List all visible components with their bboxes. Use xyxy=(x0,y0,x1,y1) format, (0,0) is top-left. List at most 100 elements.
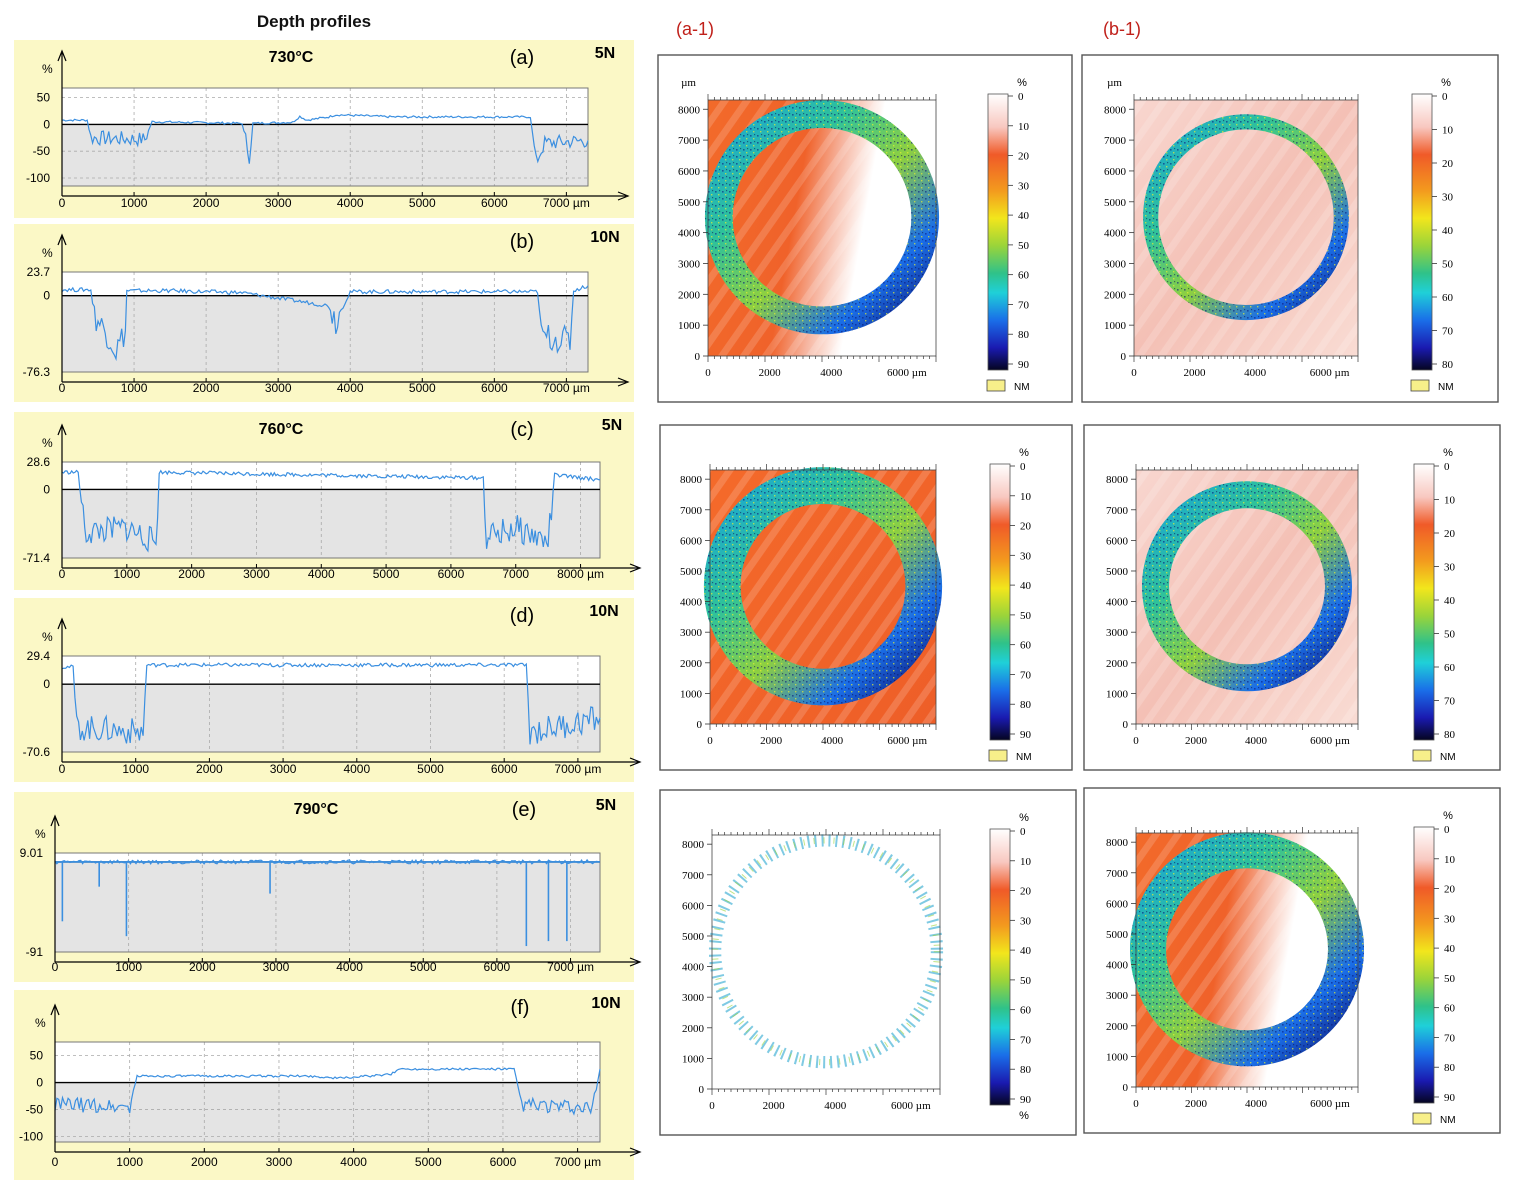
panel-label: (d) xyxy=(510,605,534,627)
map-y-tick-label: 0 xyxy=(1123,1082,1129,1094)
load-label: 10N xyxy=(590,229,619,246)
color-scale-label: 80 xyxy=(1442,359,1454,371)
color-scale-label: 70 xyxy=(1020,1034,1032,1046)
map-x-tick-label: 0 xyxy=(707,735,713,747)
x-tick-label: 0 xyxy=(59,381,66,395)
x-tick-label: 3000 xyxy=(270,762,297,776)
color-scale-label: 10 xyxy=(1020,491,1032,503)
y-axis-arrow xyxy=(50,814,60,827)
color-scale-label: 0 xyxy=(1444,824,1450,836)
map-y-tick-label: 2000 xyxy=(682,1023,705,1035)
color-scale-label: 70 xyxy=(1442,326,1454,338)
material-area xyxy=(55,1082,600,1142)
map-x-tick-label: 0 xyxy=(1131,367,1137,379)
color-scale-label: 40 xyxy=(1444,943,1456,955)
x-tick-label: 6000 xyxy=(484,960,511,974)
color-scale-label: 90 xyxy=(1444,1092,1456,1104)
y-tick-label: -91 xyxy=(26,945,44,959)
x-tick-label: 0 xyxy=(59,762,66,776)
color-scale-label: 50 xyxy=(1020,975,1032,987)
load-label: 5N xyxy=(596,797,616,814)
x-tick-label: 2000 xyxy=(191,1155,218,1169)
color-scale-label: 20 xyxy=(1442,158,1454,170)
map-y-tick-label: 6000 xyxy=(1106,898,1129,910)
not-measured-swatch xyxy=(1412,749,1432,762)
y-tick-label: 0 xyxy=(43,677,50,691)
x-tick-label: 4000 xyxy=(308,567,335,581)
not-measured-swatch xyxy=(986,379,1006,392)
map-y-tick-label: 4000 xyxy=(1104,228,1127,240)
color-scale-label: 40 xyxy=(1020,945,1032,957)
y-tick-label: 0 xyxy=(43,482,50,496)
color-scale-bar xyxy=(987,93,1009,371)
wear-track-ring-speckle xyxy=(711,837,940,1066)
color-scale-label: 0 xyxy=(1020,461,1026,473)
x-tick-label: 5000 xyxy=(417,762,444,776)
material-area xyxy=(62,295,588,372)
color-scale-label: 10 xyxy=(1442,125,1454,137)
x-tick-label: 6000 xyxy=(438,567,465,581)
color-scale-label: 60 xyxy=(1444,1003,1456,1015)
map-y-tick-label: 6000 xyxy=(1104,166,1127,178)
color-scale-label: 30 xyxy=(1444,913,1456,925)
y-unit-label: % xyxy=(35,827,46,841)
map-y-tick-label: 4000 xyxy=(1106,960,1129,972)
y-tick-label: 50 xyxy=(37,91,51,105)
not-measured-label: NM xyxy=(1014,382,1030,393)
map-y-tick-label: 3000 xyxy=(682,992,705,1004)
wear-track-ring-speckle xyxy=(1130,832,1364,1067)
x-tick-label: 3000 xyxy=(263,960,290,974)
temperature-label: 730°C xyxy=(269,49,314,66)
color-scale-label: 70 xyxy=(1020,669,1032,681)
x-tick-label: 7000 µm xyxy=(547,960,594,974)
map-y-tick-label: 7000 xyxy=(1104,135,1127,147)
y-axis-arrow xyxy=(57,617,67,630)
color-scale-label: 10 xyxy=(1444,495,1456,507)
color-scale-label: 20 xyxy=(1020,521,1032,533)
load-label: 5N xyxy=(595,45,615,62)
y-tick-label: -50 xyxy=(33,144,51,158)
color-scale-label: 0 xyxy=(1018,91,1024,103)
color-scale-bar xyxy=(1411,93,1433,371)
x-tick-label: 2000 xyxy=(193,381,220,395)
map-x-tick-label: 6000 µm xyxy=(887,367,927,379)
x-tick-label: 0 xyxy=(59,196,66,210)
map-y-tick-label: 7000 xyxy=(1106,505,1129,517)
color-scale-label: 60 xyxy=(1444,662,1456,674)
color-scale-label: 10 xyxy=(1020,856,1032,868)
depth-profile-line xyxy=(61,662,601,745)
map-x-tick-label: 2000 xyxy=(1185,735,1208,747)
map-y-tick-label: 7000 xyxy=(680,505,703,517)
color-scale-label: 70 xyxy=(1018,299,1030,311)
y-unit-label: % xyxy=(35,1016,46,1030)
wear-track-ring-speckle xyxy=(704,100,940,335)
color-scale-label: 70 xyxy=(1444,1032,1456,1044)
x-tick-label: 3000 xyxy=(243,567,270,581)
color-scale-label: 90 xyxy=(1018,359,1030,371)
map-x-tick-label: 4000 xyxy=(821,735,844,747)
panel-label: (f) xyxy=(511,997,530,1019)
y-tick-label: 0 xyxy=(36,1076,43,1090)
map-x-tick-label: 4000 xyxy=(1245,735,1268,747)
y-unit-label: % xyxy=(42,62,53,76)
x-tick-label: 6000 xyxy=(490,1155,517,1169)
x-tick-label: 3000 xyxy=(266,1155,293,1169)
map-x-tick-label: 4000 xyxy=(820,367,843,379)
depth-profile-line xyxy=(61,284,589,362)
color-scale-label: 80 xyxy=(1444,1062,1456,1074)
not-measured-label: NM xyxy=(1440,752,1456,763)
map-x-tick-label: 2000 xyxy=(763,1100,786,1112)
y-axis-arrow xyxy=(57,233,67,246)
material-area xyxy=(62,489,600,558)
x-tick-label: 5000 xyxy=(409,196,436,210)
map-label: (b-1) xyxy=(1103,19,1141,39)
surface-map-c1: (c-1)80007000600050004000300020001000002… xyxy=(659,424,1073,771)
temperature-label: 790°C xyxy=(294,801,339,818)
panel-label: (a) xyxy=(510,47,534,69)
map-x-tick-label: 4000 xyxy=(1244,367,1267,379)
surface-maps: (a-1)µm800070006000500040003000200010000… xyxy=(657,19,1501,1136)
map-y-tick-label: 6000 xyxy=(682,900,705,912)
color-scale-label: 50 xyxy=(1020,610,1032,622)
not-measured-swatch xyxy=(988,749,1008,762)
